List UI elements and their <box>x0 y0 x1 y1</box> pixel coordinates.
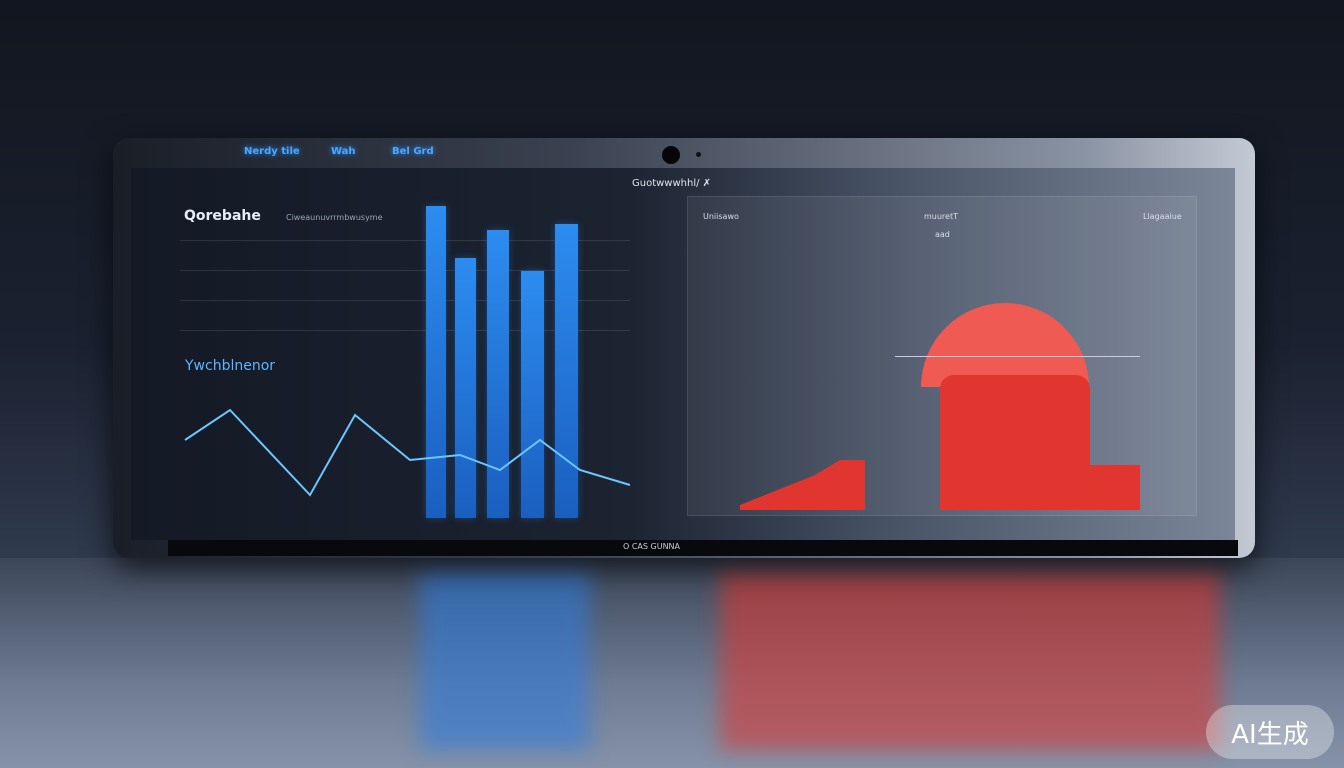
topbar-item[interactable]: Wah <box>331 146 356 157</box>
watermark-badge: AI生成 <box>1206 705 1334 759</box>
right-col3: Llagaaiue <box>1143 212 1182 221</box>
sensor-icon <box>696 152 701 157</box>
right-col1: Uniisawo <box>703 212 739 221</box>
bar <box>521 271 544 518</box>
left-subheading: Ciweaunuvrrmbwusyme <box>286 213 383 222</box>
red-area <box>1080 465 1140 510</box>
blue-reflection <box>420 570 590 750</box>
line-chart <box>184 408 631 497</box>
camera-icon <box>662 146 680 164</box>
bar <box>426 206 446 518</box>
base-label: O CAS GUNNA <box>623 542 681 551</box>
right-col2: muuretT <box>924 212 958 221</box>
monitor-base: O CAS GUNNA <box>168 540 1238 556</box>
topbar-item[interactable]: Bel Grd <box>392 146 434 157</box>
right-note: aad <box>935 230 950 239</box>
bar <box>455 258 476 518</box>
left-heading: Qorebahe <box>184 208 261 224</box>
red-reflection <box>720 570 1220 750</box>
monitor-topbar: Nerdy tile Wah Bel Grd <box>113 138 1255 166</box>
dashboard-title: Guotwwwhhl/ ✗ <box>632 178 712 189</box>
line-series <box>184 408 631 497</box>
topbar-item[interactable]: Nerdy tile <box>244 146 300 157</box>
section-label: Ywchblnenor <box>185 358 276 374</box>
red-block <box>940 375 1090 510</box>
bar <box>555 224 578 518</box>
bar <box>487 230 509 518</box>
